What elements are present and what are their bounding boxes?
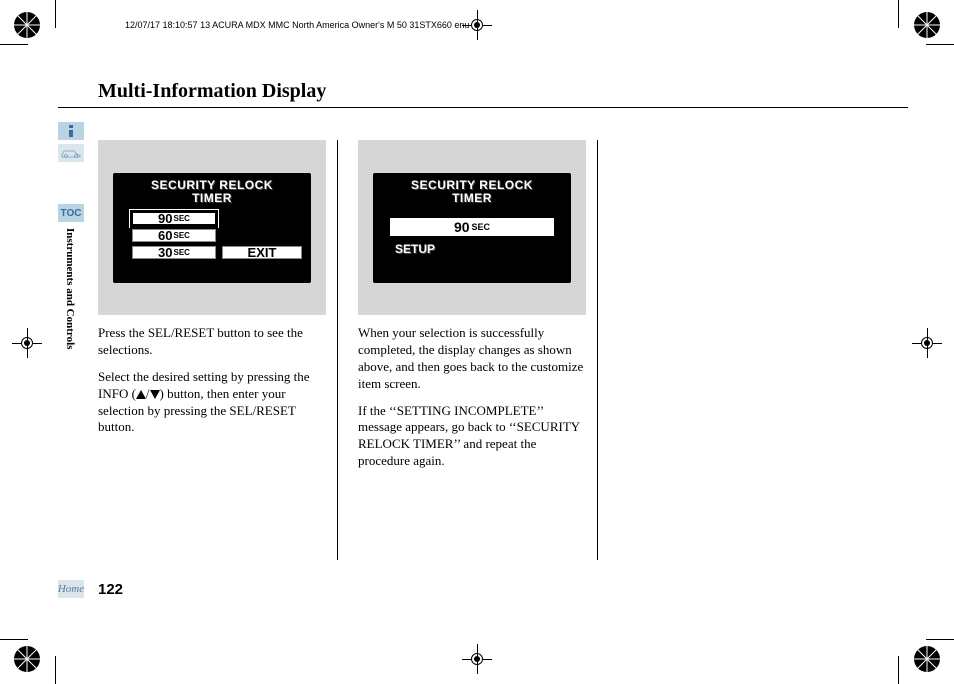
- crop-mark: [0, 44, 28, 45]
- crop-mark: [926, 44, 954, 45]
- content-columns: SECURITY RELOCKTIMER 90SEC 60SEC 30SEC: [98, 140, 598, 560]
- side-icon-group: [58, 122, 84, 162]
- print-header: 12/07/17 18:10:57 13 ACURA MDX MMC North…: [125, 20, 469, 30]
- down-triangle-icon: [150, 390, 160, 399]
- col1-para2: Select the desired setting by pressing t…: [98, 369, 325, 437]
- home-icon[interactable]: Home: [58, 580, 84, 598]
- crop-mark: [55, 656, 56, 684]
- option-30sec: 30SEC: [130, 244, 218, 261]
- col2-para1: When your selection is successfully comp…: [358, 325, 585, 393]
- crop-mark: [898, 656, 899, 684]
- option-90sec: 90SEC: [130, 210, 218, 227]
- col1-para1: Press the SEL/RESET button to see the se…: [98, 325, 325, 359]
- column-2: SECURITY RELOCKTIMER 90SEC SETUP When yo…: [358, 140, 598, 560]
- section-tab: Instruments and Controls: [64, 228, 76, 349]
- crop-mark: [926, 639, 954, 640]
- crop-mark: [55, 0, 56, 28]
- col2-para2: If the ‘‘SETTING INCOMPLETE’’ message ap…: [358, 403, 585, 471]
- toc-icon[interactable]: TOC: [58, 204, 84, 222]
- display-illustration-1: SECURITY RELOCKTIMER 90SEC 60SEC 30SEC: [98, 140, 326, 315]
- option-exit: EXIT: [220, 244, 304, 261]
- page-number: 122: [98, 581, 123, 598]
- cross-mark-icon: [912, 328, 942, 358]
- screen2-value: 90SEC: [388, 216, 556, 238]
- crop-mark: [898, 0, 899, 28]
- car-icon[interactable]: [58, 144, 84, 162]
- cross-mark-icon: [12, 328, 42, 358]
- up-triangle-icon: [136, 390, 146, 399]
- screen2-title: SECURITY RELOCKTIMER: [377, 179, 567, 207]
- registration-mark-icon: [912, 10, 942, 40]
- page-content: Multi-Information Display TOC Instrument…: [58, 80, 908, 620]
- screen2-setup-label: SETUP: [377, 242, 567, 256]
- registration-mark-icon: [12, 10, 42, 40]
- page-title: Multi-Information Display: [58, 80, 908, 108]
- option-60sec: 60SEC: [130, 227, 218, 244]
- registration-mark-icon: [12, 644, 42, 674]
- cross-mark-icon: [462, 644, 492, 674]
- crop-mark: [0, 639, 28, 640]
- column-1: SECURITY RELOCKTIMER 90SEC 60SEC 30SEC: [98, 140, 338, 560]
- info-icon[interactable]: [58, 122, 84, 140]
- registration-mark-icon: [912, 644, 942, 674]
- screen1-title: SECURITY RELOCKTIMER: [117, 179, 307, 207]
- display-illustration-2: SECURITY RELOCKTIMER 90SEC SETUP: [358, 140, 586, 315]
